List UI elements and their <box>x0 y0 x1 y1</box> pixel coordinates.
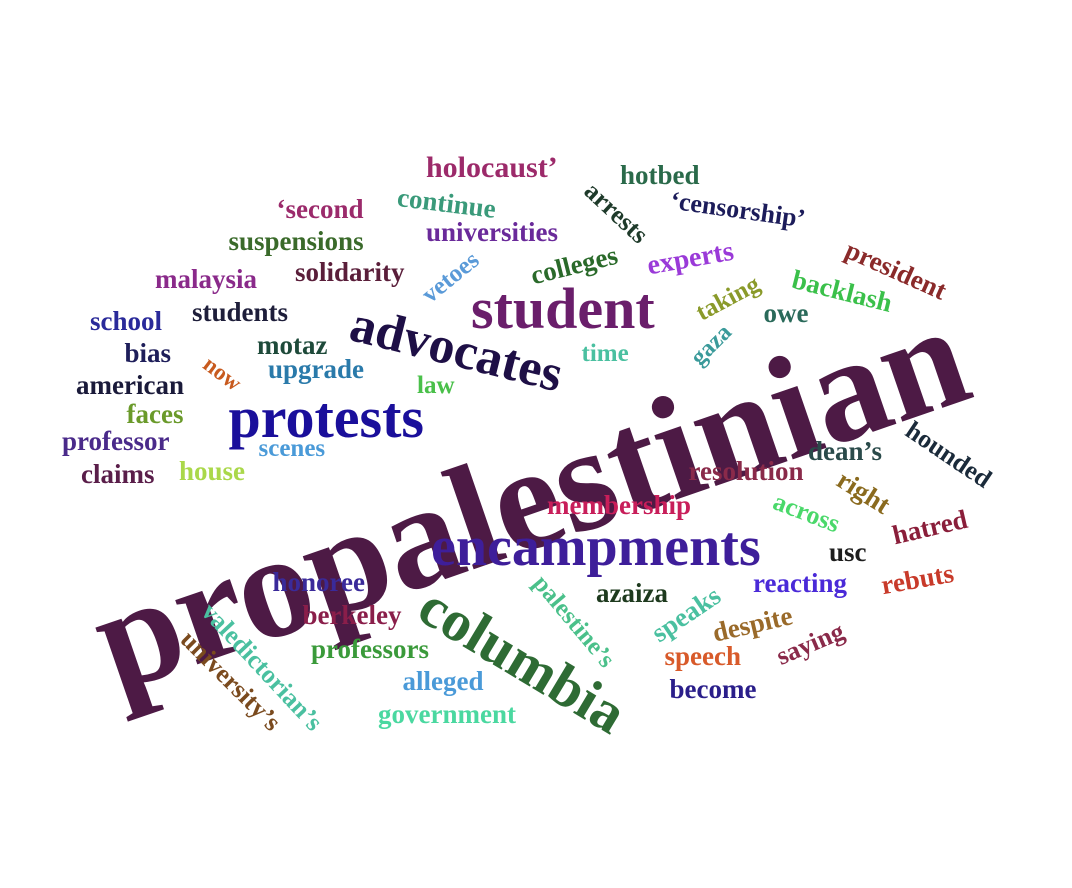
word-protests: protests <box>228 385 424 450</box>
word-scenes: scenes <box>258 434 326 462</box>
word-across: across <box>768 486 844 539</box>
word-deans: dean’s <box>808 435 883 466</box>
word-taking: taking <box>691 270 765 326</box>
word-school: school <box>90 305 163 336</box>
word-berkeley: berkeley <box>302 599 402 630</box>
word-professor: professor <box>62 425 170 456</box>
word-second: ‘second <box>276 193 364 224</box>
word-time: time <box>581 339 629 367</box>
word-alleged: alleged <box>402 665 484 696</box>
word-law: law <box>417 371 455 399</box>
word-house: house <box>179 455 246 486</box>
word-faces: faces <box>126 398 184 429</box>
word-membership: membership <box>547 489 691 520</box>
word-owe: owe <box>763 297 809 328</box>
word-malaysia: malaysia <box>155 263 258 294</box>
word-claims: claims <box>81 458 155 489</box>
word-speech: speech <box>664 640 742 671</box>
word-hatred: hatred <box>889 503 971 550</box>
word-azaiza: azaiza <box>596 577 668 608</box>
word-rebuts: rebuts <box>878 557 956 600</box>
word-motaz: motaz <box>257 329 328 360</box>
word-universities: universities <box>426 216 558 247</box>
word-upgrade: upgrade <box>268 353 365 384</box>
word-hotbed: hotbed <box>620 159 700 190</box>
word-experts: experts <box>644 235 736 282</box>
word-censorship: ‘censorship’ <box>668 185 808 234</box>
word-solidarity: solidarity <box>295 256 405 287</box>
word-government: government <box>378 698 516 729</box>
word-bias: bias <box>124 337 172 368</box>
word-suspensions: suspensions <box>228 225 364 256</box>
word-professors: professors <box>311 633 429 664</box>
word-reacting: reacting <box>753 567 847 598</box>
word-honoree: honoree <box>272 566 366 597</box>
word-usc: usc <box>829 536 867 567</box>
word-resolution: resolution <box>688 455 804 486</box>
word-holocaust: holocaust’ <box>426 151 558 184</box>
word-student: student <box>471 276 655 341</box>
word-american: american <box>76 369 184 400</box>
word-encampments: encampments <box>431 516 761 578</box>
word-students: students <box>192 296 289 327</box>
word-become: become <box>669 673 757 704</box>
